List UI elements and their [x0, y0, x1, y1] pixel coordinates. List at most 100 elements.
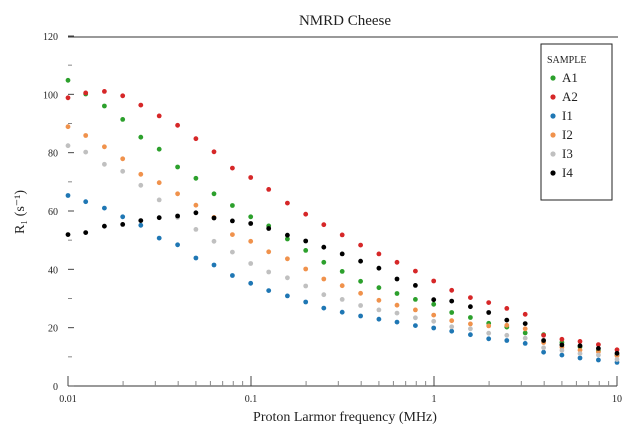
data-point-a1	[431, 301, 437, 307]
y-tick-label: 40	[48, 265, 58, 276]
data-point-a2	[394, 259, 400, 265]
data-point-a1	[376, 285, 382, 291]
data-point-i2	[486, 323, 492, 329]
data-point-i3	[559, 348, 565, 353]
data-point-a2	[486, 300, 492, 305]
data-point-a1	[230, 203, 235, 208]
data-point-i3	[339, 297, 345, 302]
data-point-i2	[193, 202, 199, 208]
data-point-i4	[285, 232, 290, 238]
data-point-a2	[413, 268, 418, 274]
data-point-a1	[175, 164, 181, 170]
data-point-i3	[376, 307, 382, 313]
axes: 0 20 40 60 80 100 120 0.01 0.1 1 10	[43, 32, 622, 405]
data-point-a1	[522, 330, 528, 336]
data-point-i2	[266, 249, 272, 255]
data-point-i1	[486, 336, 492, 342]
data-point-i3	[138, 182, 144, 188]
data-point-a2	[102, 89, 107, 94]
data-point-i1	[211, 262, 217, 268]
data-point-i1	[120, 214, 126, 220]
x-tick-label: 0.01	[59, 394, 77, 405]
legend-items: A1 A2 I1 I2 I3 I4	[550, 70, 578, 180]
y-tick-label: 100	[43, 90, 58, 101]
data-point-a2	[504, 306, 510, 311]
data-point-a2	[449, 287, 455, 293]
data-point-i1	[559, 352, 565, 358]
data-point-i3	[596, 352, 601, 358]
y-tick-label: 120	[43, 32, 58, 43]
data-point-i4	[413, 283, 418, 288]
y-tick-label: 20	[48, 324, 58, 335]
data-point-i2	[285, 256, 290, 262]
data-point-a2	[541, 332, 546, 338]
data-point-i2	[358, 290, 363, 296]
data-point-a1	[394, 291, 400, 296]
data-point-a2	[596, 342, 601, 347]
data-point-i2	[120, 156, 126, 162]
data-point-i4	[266, 226, 272, 231]
data-point-i4	[486, 310, 492, 315]
data-point-i2	[156, 180, 162, 186]
legend-label-i2: I2	[562, 127, 573, 142]
data-point-a2	[266, 187, 272, 192]
y-tick-label: 80	[48, 149, 58, 160]
data-point-a2	[193, 136, 199, 142]
data-point-i1	[248, 280, 254, 286]
x-tick-label: 10	[612, 394, 622, 405]
data-point-a1	[156, 146, 162, 152]
data-point-i2	[449, 318, 455, 324]
data-point-i2	[394, 302, 400, 308]
data-point-i3	[193, 227, 199, 232]
data-point-i4	[303, 238, 309, 244]
data-point-a1	[358, 278, 363, 284]
data-point-i2	[65, 124, 71, 130]
data-point-i3	[431, 318, 437, 324]
data-point-a1	[248, 214, 254, 220]
data-point-i4	[504, 317, 510, 323]
data-point-i2	[138, 171, 144, 177]
data-point-i1	[175, 242, 181, 248]
legend-marker-i2	[550, 132, 556, 138]
legend-title: SAMPLE	[547, 55, 586, 66]
data-point-a2	[65, 95, 71, 101]
data-point-i1	[138, 222, 144, 228]
data-point-a2	[577, 339, 583, 344]
data-point-a2	[248, 175, 254, 180]
data-point-i1	[541, 349, 546, 355]
legend-label-a1: A1	[562, 70, 578, 85]
data-point-i4	[522, 321, 528, 326]
legend-marker-a2	[550, 94, 556, 100]
legend-marker-i3	[550, 151, 556, 157]
data-point-a2	[120, 93, 126, 99]
data-point-i2	[522, 326, 528, 332]
data-point-a1	[65, 77, 71, 83]
data-point-i1	[83, 199, 89, 205]
data-point-i2	[175, 191, 181, 197]
data-point-i3	[413, 315, 418, 321]
data-point-i1	[358, 313, 363, 319]
data-point-i2	[504, 322, 510, 328]
data-point-a2	[138, 102, 144, 108]
data-point-a2	[522, 311, 528, 317]
data-point-i4	[339, 251, 345, 257]
data-point-a1	[102, 103, 107, 109]
legend-box	[540, 43, 613, 201]
data-point-i1	[504, 338, 510, 343]
data-point-i4	[376, 265, 382, 271]
data-point-i2	[321, 276, 327, 282]
data-point-i3	[358, 303, 363, 308]
data-point-a1	[120, 117, 126, 122]
data-point-i4	[211, 215, 217, 221]
legend-marker-i1	[550, 113, 556, 119]
data-point-i3	[394, 310, 400, 316]
data-point-i3	[504, 332, 510, 338]
data-point-i4	[431, 297, 437, 303]
data-point-a2	[285, 200, 290, 206]
data-point-i3	[614, 357, 620, 362]
data-point-i4	[321, 244, 327, 250]
data-point-i1	[321, 305, 327, 311]
data-point-a2	[376, 251, 382, 257]
y-tick-label: 60	[48, 207, 58, 218]
data-point-i2	[431, 312, 437, 318]
